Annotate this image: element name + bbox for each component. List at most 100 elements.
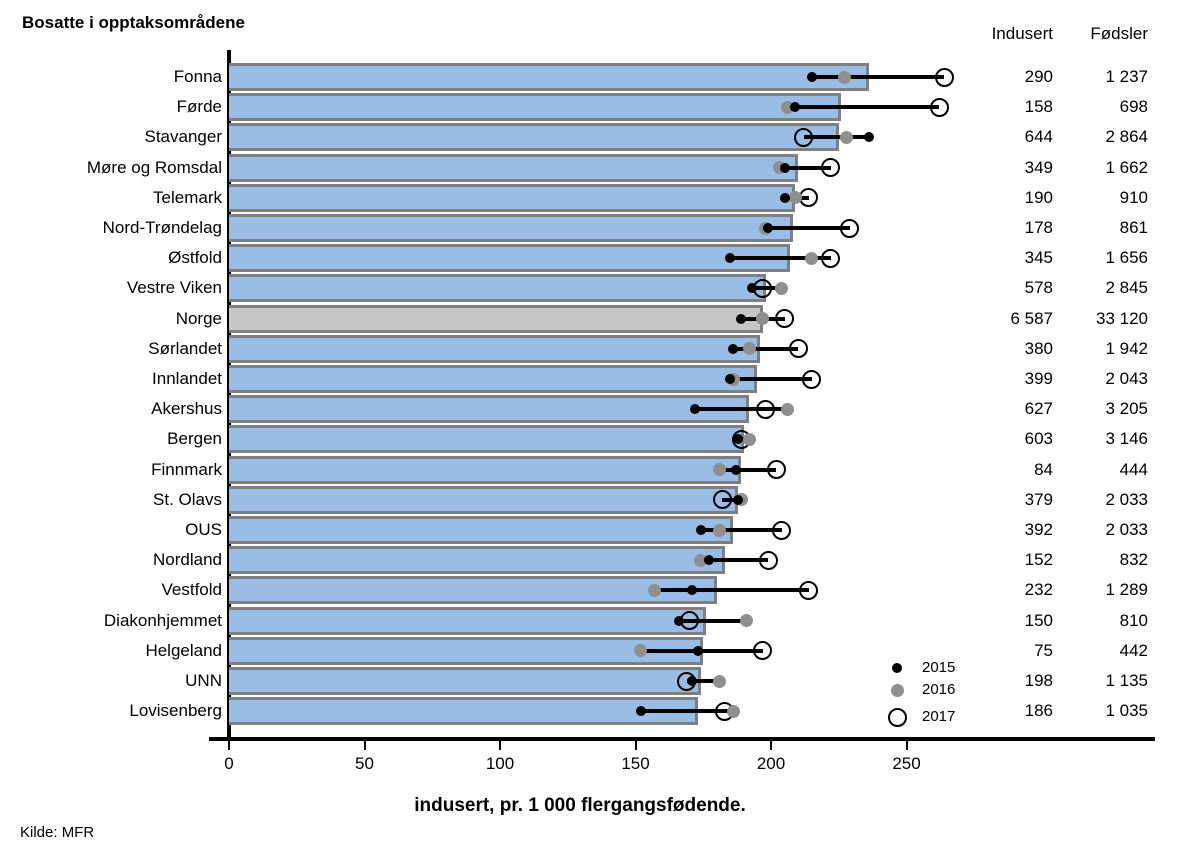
row-label: Førde — [176, 97, 222, 117]
bar — [229, 606, 706, 635]
bar — [229, 153, 798, 182]
dot-2016 — [788, 191, 802, 205]
row-label: Stavanger — [144, 127, 223, 147]
dot-2017 — [934, 67, 954, 87]
fodsler-value: 810 — [1119, 610, 1148, 630]
dot-2017 — [799, 188, 819, 208]
dot-2015 — [763, 223, 774, 233]
row-label: Vestre Viken — [126, 278, 222, 298]
dot-2016 — [780, 402, 794, 416]
year-range-line — [700, 528, 782, 532]
source-note: Kilde: MFR — [20, 824, 95, 841]
dot-2017 — [775, 309, 795, 329]
year-range-line — [730, 256, 831, 261]
dot-2017 — [802, 369, 822, 389]
tick-label: 200 — [756, 754, 786, 773]
bar — [229, 425, 744, 454]
dot-2015 — [733, 434, 744, 445]
tick-label: 150 — [621, 754, 650, 773]
dot-2016 — [742, 342, 756, 356]
row-label: Nord-Trøndelag — [102, 218, 222, 237]
tick-mark — [363, 741, 366, 750]
bar — [229, 485, 738, 514]
legend-marker-2016 — [890, 683, 904, 697]
dot-2015 — [736, 313, 747, 324]
dot-2016 — [740, 614, 754, 628]
year-range-line — [686, 679, 720, 683]
indusert-value: 392 — [1024, 520, 1053, 539]
dot-2016 — [805, 251, 819, 265]
fodsler-value: 2 033 — [1105, 520, 1148, 539]
fodsler-value: 1 237 — [1105, 67, 1148, 86]
indusert-value: 603 — [1024, 429, 1053, 449]
tick-mark — [228, 741, 230, 750]
bar — [229, 123, 839, 152]
dot-2017 — [794, 127, 814, 147]
indusert-value: 178 — [1024, 218, 1053, 237]
row-label: Innlandet — [152, 369, 222, 388]
tick-mark — [634, 741, 637, 750]
tick-mark — [905, 741, 908, 750]
row-label: Helgeland — [145, 640, 222, 660]
bar — [229, 365, 757, 393]
dot-2016 — [634, 644, 648, 658]
indusert-value: 627 — [1024, 399, 1053, 419]
row-label: Telemark — [153, 187, 222, 207]
year-range-line — [811, 75, 945, 79]
tick-label: 0 — [224, 754, 234, 773]
dot-2016 — [775, 281, 789, 295]
bar — [229, 636, 703, 665]
dot-2016 — [756, 312, 770, 326]
dot-2015 — [733, 494, 744, 505]
row-label: Fonna — [173, 67, 222, 86]
fodsler-value: 832 — [1119, 550, 1148, 570]
fodsler-value: 1 656 — [1105, 248, 1148, 268]
x-axis-line — [209, 737, 1155, 741]
fodsler-value: 2 043 — [1105, 369, 1148, 388]
indusert-value: 232 — [1024, 580, 1053, 600]
row-label: Møre og Romsdal — [86, 157, 222, 177]
bar — [229, 93, 841, 122]
row-label: Finnmark — [151, 459, 222, 479]
fodsler-value: 2 033 — [1105, 489, 1148, 509]
bar — [229, 183, 795, 212]
fodsler-value: 1 135 — [1105, 671, 1148, 690]
dot-2015 — [779, 192, 790, 203]
legend-marker-2017 — [887, 707, 907, 727]
fodsler-value: 33 120 — [1096, 308, 1148, 328]
dot-2016 — [713, 523, 726, 537]
bar — [229, 244, 790, 273]
fodsler-value: 698 — [1119, 97, 1148, 117]
dot-2015 — [687, 676, 698, 686]
year-range-line — [678, 618, 747, 623]
indusert-value: 152 — [1024, 550, 1053, 570]
dot-2017 — [753, 641, 773, 661]
indusert-value: 6 587 — [1010, 308, 1053, 328]
dot-2015 — [728, 343, 739, 354]
dot-2015 — [863, 132, 874, 143]
row-label: St. Olavs — [153, 489, 222, 509]
legend-label-2015: 2015 — [922, 659, 956, 676]
fodsler-value: 1 942 — [1105, 338, 1148, 358]
indusert-value: 150 — [1024, 610, 1053, 630]
indusert-value: 290 — [1024, 67, 1053, 86]
dot-2016 — [840, 130, 854, 144]
dot-2015 — [690, 404, 701, 415]
bar — [229, 304, 763, 333]
dot-2017 — [799, 580, 819, 600]
dot-2015 — [673, 615, 684, 626]
dot-2017 — [758, 550, 778, 570]
tick-label: 100 — [485, 754, 515, 773]
indusert-value: 75 — [1034, 640, 1053, 660]
dot-2016 — [713, 463, 726, 477]
row-label: Akershus — [151, 399, 222, 419]
legend-marker-2015 — [892, 663, 902, 673]
dot-2017 — [821, 158, 841, 178]
year-range-line — [733, 346, 799, 351]
dot-2016 — [647, 583, 661, 597]
row-label: OUS — [185, 520, 222, 539]
dot-2017 — [772, 520, 792, 540]
indusert-value: 380 — [1024, 338, 1053, 358]
dot-2016 — [713, 674, 726, 688]
bar — [229, 697, 698, 726]
